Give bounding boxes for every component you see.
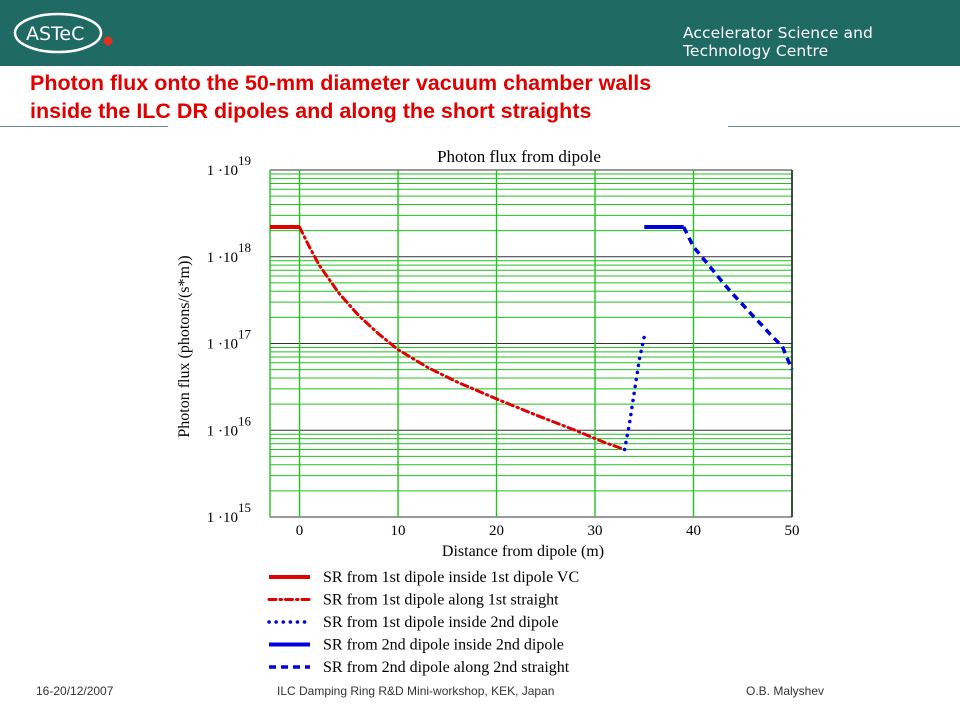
y-tick-label-exponent: 19 xyxy=(238,153,251,168)
y-tick-label-base: 1 ·10 xyxy=(207,250,238,266)
x-tick-label: 0 xyxy=(296,523,304,539)
x-tick-label: 10 xyxy=(391,523,406,539)
y-tick-label-base: 1 ·10 xyxy=(207,510,238,526)
header-bar: ASTeC Accelerator Science and Technology… xyxy=(0,0,960,66)
series-line-2 xyxy=(298,225,627,451)
y-tick-label-exponent: 17 xyxy=(238,327,252,342)
chart-title: Photon flux from dipole xyxy=(437,147,601,166)
y-tick-label-base: 1 ·10 xyxy=(207,337,238,353)
legend-label-3: SR from 1st dipole inside 2nd dipole xyxy=(323,614,559,631)
x-tick-label: 40 xyxy=(686,523,701,539)
legend-label-5: SR from 2nd dipole along 2nd straight xyxy=(323,659,570,676)
slide-title-line-2: inside the ILC DR dipoles and along the … xyxy=(30,99,592,123)
x-tick-label: 50 xyxy=(785,523,800,539)
title-rule-right xyxy=(728,126,960,127)
svg-text:ASTeC: ASTeC xyxy=(26,23,84,45)
legend-label-2: SR from 1st dipole along 1st straight xyxy=(323,592,559,609)
legend-label-1: SR from 1st dipole inside 1st dipole VC xyxy=(323,569,579,586)
x-axis-label: Distance from dipole (m) xyxy=(442,543,604,560)
y-tick-label-base: 1 ·10 xyxy=(207,423,238,439)
y-axis-label: Photon flux (photons/(s*m)) xyxy=(176,255,193,437)
astec-logo: ASTeC xyxy=(13,12,113,54)
slide-title: Photon flux onto the 50-mm diameter vacu… xyxy=(30,69,930,125)
slide-title-line-1: Photon flux onto the 50-mm diameter vacu… xyxy=(30,71,652,95)
footer-event: ILC Damping Ring R&D Mini-workshop, KEK,… xyxy=(277,684,555,698)
x-tick-label: 30 xyxy=(588,523,603,539)
y-tick-label-base: 1 ·10 xyxy=(207,163,238,179)
organization-name: Accelerator Science and Technology Centr… xyxy=(683,24,873,60)
y-tick-label-exponent: 18 xyxy=(238,240,251,255)
footer-date: 16-20/12/2007 xyxy=(36,684,114,698)
y-tick-label-exponent: 15 xyxy=(238,500,251,515)
legend-label-4: SR from 2nd dipole inside 2nd dipole xyxy=(323,637,564,654)
y-tick-label-exponent: 16 xyxy=(238,413,252,428)
title-rule-left xyxy=(0,126,168,127)
x-tick-label: 20 xyxy=(489,523,504,539)
footer-author: O.B. Malyshev xyxy=(746,684,825,698)
series-line-3 xyxy=(622,334,647,452)
series-line-5 xyxy=(682,226,794,371)
